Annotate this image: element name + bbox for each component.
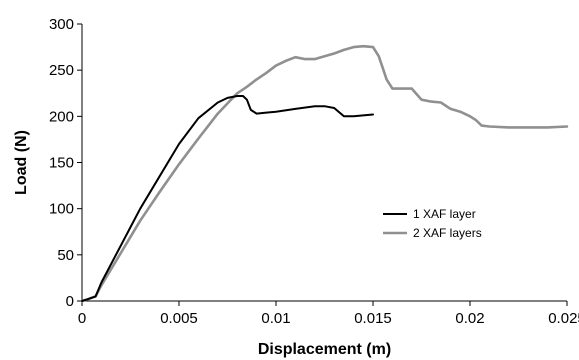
legend: 1 XAF layer 2 XAF layers — [383, 207, 482, 240]
x-tick-label: 0.01 — [261, 310, 290, 327]
x-tick-label: 0 — [78, 310, 86, 327]
legend-label-2: 2 XAF layers — [413, 226, 482, 240]
series-line-1 — [81, 95, 374, 302]
y-tick-label: 0 — [66, 293, 74, 310]
x-tick-label: 0.02 — [455, 310, 484, 327]
y-tick-label: 200 — [49, 108, 74, 125]
y-tick-label: 50 — [57, 247, 74, 264]
y-tick-label: 300 — [49, 16, 74, 33]
series-line-2 — [80, 44, 569, 303]
y-tick-label: 100 — [49, 201, 74, 218]
x-tick-label: 0.025 — [548, 310, 579, 327]
x-axis-title: Displacement (m) — [258, 341, 391, 358]
axes: 0 50 100 150 200 250 300 0 0.005 0.01 0.015 0.02 0.0… — [49, 16, 579, 327]
y-axis-title: Load (N) — [13, 130, 30, 195]
legend-label-1: 1 XAF layer — [413, 207, 476, 221]
series-lines — [80, 44, 569, 303]
x-tick-label: 0.015 — [354, 310, 392, 327]
y-tick-label: 250 — [49, 62, 74, 79]
x-tick-label: 0.005 — [160, 310, 198, 327]
y-tick-label: 150 — [49, 155, 74, 172]
